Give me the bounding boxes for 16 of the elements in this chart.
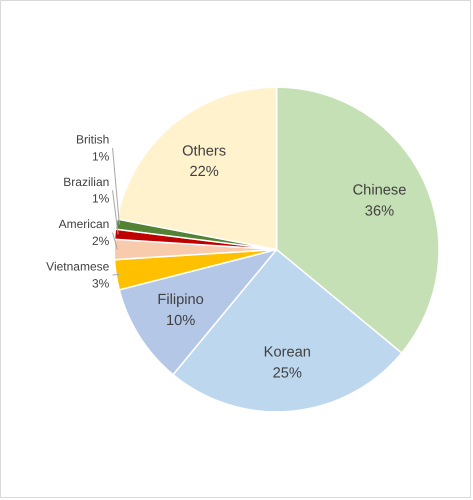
data-label: 1%: [92, 149, 110, 164]
slice-label: Korean: [264, 344, 311, 361]
data-label: 3%: [92, 276, 110, 290]
data-label: 22%: [189, 164, 219, 180]
data-label: 25%: [272, 365, 302, 382]
slice-label: British: [76, 132, 110, 147]
slice-label: Others: [182, 143, 226, 160]
data-label: 36%: [364, 203, 394, 220]
data-label: 1%: [92, 192, 110, 206]
data-label: 10%: [166, 312, 196, 329]
slice-label: Vietnamese: [46, 260, 110, 274]
slice-label: Filipino: [157, 292, 204, 308]
slice-label: Chinese: [352, 182, 406, 199]
slice-label: Brazilian: [63, 174, 110, 189]
data-label: 2%: [92, 234, 110, 248]
slice-label: American: [58, 217, 110, 232]
